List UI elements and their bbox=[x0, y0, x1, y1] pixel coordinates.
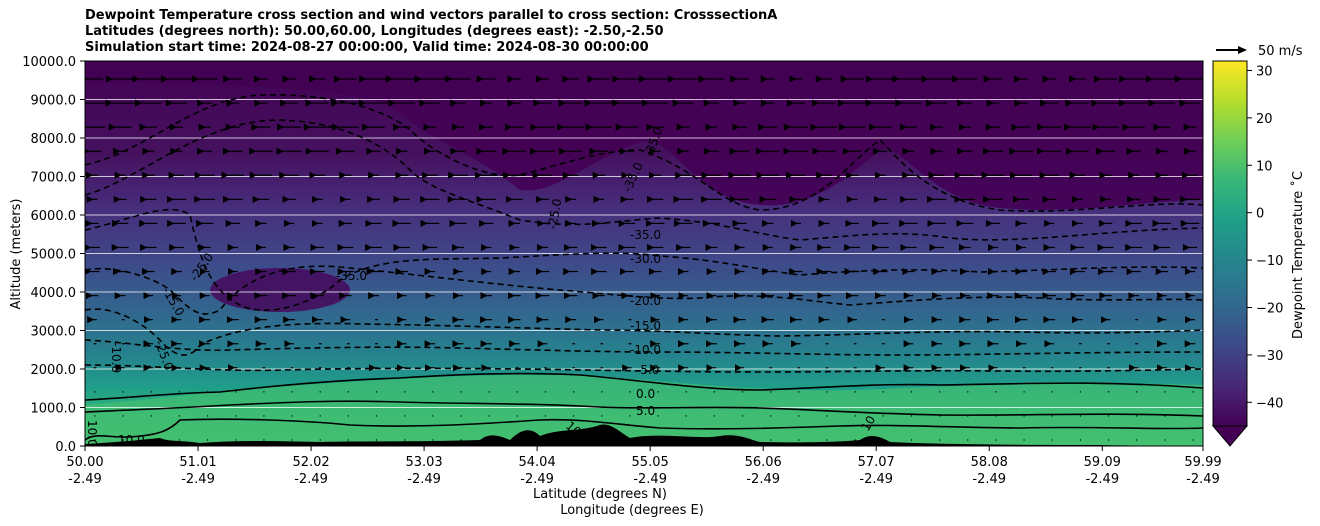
y-tick-label: 1000.0 bbox=[31, 402, 77, 417]
y-tick-label: 5000.0 bbox=[31, 248, 77, 263]
x-tick-label-lon: -2.49 bbox=[972, 472, 1006, 487]
contour-dash-6 bbox=[85, 339, 1203, 356]
contour-label: 10.0 bbox=[85, 420, 99, 447]
y-tick-label: 10000.0 bbox=[22, 55, 76, 70]
y-tick-label: 9000.0 bbox=[31, 94, 77, 109]
contour-lines bbox=[85, 93, 1203, 441]
contour-label: -30.0 bbox=[630, 252, 661, 266]
x-tick-label-lat: 50.00 bbox=[66, 455, 103, 470]
colorbar-tick-label: 0 bbox=[1256, 207, 1264, 222]
contour-dash-1 bbox=[85, 93, 1203, 212]
colorbar-tick-label: 20 bbox=[1256, 112, 1273, 127]
contour-label: -35.0 bbox=[630, 228, 661, 242]
terrain-surface bbox=[85, 424, 1203, 446]
x-tick-label-lon: -2.49 bbox=[407, 472, 441, 487]
colorbar-tick-label: −30 bbox=[1256, 349, 1283, 364]
contour-label: 0.0 bbox=[636, 387, 655, 401]
dry-pocket bbox=[210, 268, 350, 312]
y-axis-label: Altitude (meters) bbox=[9, 199, 24, 310]
chart-title-line-1: Dewpoint Temperature cross section and w… bbox=[85, 8, 778, 23]
colorbar-tick-label: −10 bbox=[1256, 254, 1283, 269]
x-tick-label-lon: -2.49 bbox=[68, 472, 102, 487]
contour-label: -25.0 bbox=[545, 197, 564, 230]
contour-label: -15.0 bbox=[630, 319, 661, 333]
x-tick-label-lat: 59.99 bbox=[1184, 455, 1221, 470]
wind-key: 50 m/s bbox=[1216, 44, 1303, 59]
contour-label: -5.0 bbox=[636, 363, 659, 377]
contour-label: 10.0 bbox=[118, 433, 145, 447]
y-tick-label: 0.0 bbox=[55, 440, 76, 455]
contour-label: 10 bbox=[858, 413, 878, 433]
x-tick-label-lat: 55.05 bbox=[632, 455, 669, 470]
moist-boundary-layer bbox=[85, 374, 1203, 446]
y-tick-label: 8000.0 bbox=[31, 132, 77, 147]
x-tick-label-lat: 57.07 bbox=[858, 455, 895, 470]
colorbar-tick-label: 30 bbox=[1256, 64, 1273, 79]
x-axis-label-latitude: Latitude (degrees N) bbox=[533, 487, 667, 502]
contour-label: -10.0 bbox=[630, 343, 661, 357]
contour-label: 5.0 bbox=[636, 404, 655, 418]
y-tick-label: 4000.0 bbox=[31, 286, 77, 301]
x-tick-label-lat: 51.01 bbox=[179, 455, 216, 470]
contour-five bbox=[85, 400, 1203, 417]
x-tick-label-lon: -2.49 bbox=[520, 472, 554, 487]
x-tick-label-lon: -2.49 bbox=[294, 472, 328, 487]
colorbar: 30 20 10 0 −10 −20 −30 −40 Dewpoint Temperature… bbox=[1211, 60, 1306, 447]
plot-area: -35.0 -35.0 -25.0 -35.0 -30.0 -20.0 -15.… bbox=[85, 61, 1203, 447]
x-tick-label-lon: -2.49 bbox=[181, 472, 215, 487]
wind-key-arrowhead bbox=[1238, 46, 1247, 54]
x-tick-label-lat: 58.08 bbox=[971, 455, 1008, 470]
x-tick-label-lat: 54.04 bbox=[519, 455, 556, 470]
x-tick-label-lat: 59.09 bbox=[1084, 455, 1121, 470]
colorbar-tick-label: 10 bbox=[1256, 159, 1273, 174]
contour-dash-4 bbox=[85, 265, 1203, 315]
x-tick-label-lon: -2.49 bbox=[859, 472, 893, 487]
chart-title-line-3: Simulation start time: 2024-08-27 00:00:… bbox=[85, 40, 649, 55]
contour-dash-7 bbox=[85, 364, 1203, 373]
x-tick-label-lat: 52.02 bbox=[292, 455, 329, 470]
contour-ten bbox=[85, 418, 1203, 441]
colorbar-extend-min bbox=[1211, 425, 1249, 447]
x-tick-label-lon: -2.49 bbox=[1186, 472, 1220, 487]
y-axis-ticks: 0.0 1000.0 2000.0 3000.0 4000.0 5000.0 6000.0 7… bbox=[22, 55, 85, 455]
colorbar-label: Dewpoint Temperature ˚C bbox=[1290, 171, 1306, 339]
colorbar-tick-label: −20 bbox=[1256, 301, 1283, 316]
dark-upper-region bbox=[85, 61, 1203, 210]
y-tick-label: 2000.0 bbox=[31, 363, 77, 378]
x-tick-label-lat: 56.06 bbox=[745, 455, 782, 470]
colorbar-tick-label: −40 bbox=[1256, 396, 1283, 411]
horizontal-gridlines bbox=[85, 99, 1203, 408]
y-tick-label: 3000.0 bbox=[31, 325, 77, 340]
chart-title-line-2: Latitudes (degrees north): 50.00,60.00, … bbox=[85, 24, 664, 39]
colorbar-body bbox=[1212, 60, 1248, 427]
contour-dash-5 bbox=[85, 308, 1203, 356]
y-tick-label: 6000.0 bbox=[31, 209, 77, 224]
contour-label: -10.0 bbox=[109, 342, 123, 373]
x-tick-label-lon: -2.49 bbox=[746, 472, 780, 487]
x-tick-label-lat: 53.03 bbox=[405, 455, 442, 470]
contour-dash-2 bbox=[85, 119, 1203, 241]
wind-vectors bbox=[85, 75, 1203, 441]
wind-key-label: 50 m/s bbox=[1258, 44, 1303, 59]
y-tick-label: 7000.0 bbox=[31, 171, 77, 186]
colorbar-ticks: 30 20 10 0 −10 −20 −30 −40 bbox=[1247, 64, 1283, 411]
contour-zero bbox=[85, 372, 1203, 401]
x-axis-ticks: 50.00 -2.49 51.01 -2.49 52.02 -2.49 53.03 -2.49… bbox=[66, 446, 1222, 487]
x-axis-label-longitude: Longitude (degrees E) bbox=[560, 503, 704, 518]
x-tick-label-lon: -2.49 bbox=[633, 472, 667, 487]
x-tick-label-lon: -2.49 bbox=[1085, 472, 1119, 487]
